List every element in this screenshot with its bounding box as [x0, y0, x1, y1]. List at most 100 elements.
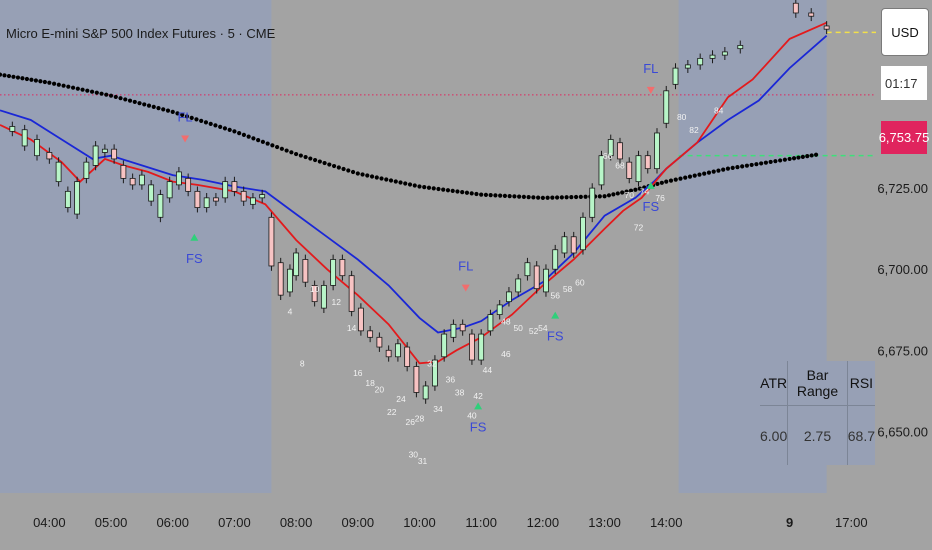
long-ma-dot — [441, 187, 446, 192]
long-ma-dot — [450, 188, 455, 193]
long-ma-dot — [369, 174, 375, 179]
bar-count-label: 34 — [433, 404, 443, 414]
long-ma-dot — [628, 188, 634, 193]
long-ma-dot — [75, 86, 80, 91]
long-ma-dot — [768, 159, 773, 165]
long-ma-dot — [711, 169, 716, 174]
long-ma-dot — [606, 193, 612, 198]
bull-candle — [176, 171, 182, 186]
long-ma-dot — [289, 150, 294, 155]
long-ma-dot — [170, 109, 175, 114]
long-ma-dot — [0, 72, 3, 77]
bull-candle — [21, 129, 28, 147]
long-ma-dot — [393, 179, 398, 184]
currency-button[interactable]: USD — [881, 8, 929, 56]
long-ma-dot — [47, 80, 52, 85]
fl-marker-icon — [646, 86, 655, 94]
long-ma-dot — [61, 83, 66, 88]
long-ma-dot — [403, 181, 408, 186]
bar-count-label: 44 — [483, 365, 493, 375]
bar-count-label: 68 — [615, 161, 625, 171]
long-ma-dot — [398, 180, 403, 185]
long-ma-dot — [42, 79, 47, 85]
signal-label: FS — [547, 329, 564, 344]
bull-candle — [330, 259, 337, 286]
signal-label: FS — [470, 419, 487, 434]
long-ma-dot — [322, 160, 327, 166]
long-ma-dot — [664, 179, 669, 184]
bar-count-label: 14 — [347, 323, 357, 333]
stats-value-bar-range: 2.75 — [787, 405, 848, 465]
bar-count-label: 84 — [714, 106, 724, 116]
bull-candle — [543, 268, 549, 293]
x-tick-label: 12:00 — [527, 515, 560, 530]
long-ma-dot — [796, 155, 801, 160]
long-ma-dot — [165, 108, 171, 113]
bull-candle — [737, 45, 744, 50]
long-ma-dot — [298, 153, 303, 158]
bull-candle — [697, 57, 704, 66]
long-ma-dot — [545, 195, 550, 200]
long-ma-dot — [66, 84, 71, 89]
bear-candle — [617, 142, 623, 160]
bear-candle — [376, 336, 383, 348]
long-ma-dot — [488, 193, 493, 198]
long-ma-dot — [341, 166, 346, 172]
bear-candle — [339, 259, 346, 277]
bull-candle — [607, 139, 614, 157]
long-ma-dot — [550, 195, 555, 200]
x-tick-label: 06:00 — [156, 515, 189, 530]
long-ma-dot — [725, 166, 731, 171]
bar-count-label: 60 — [575, 277, 585, 287]
long-ma-dot — [498, 193, 503, 198]
long-ma-dot — [355, 171, 360, 176]
bear-candle — [120, 165, 127, 179]
bear-candle — [404, 346, 411, 367]
long-ma-dot — [493, 193, 498, 198]
long-ma-dot — [218, 124, 223, 129]
bull-candle — [654, 132, 660, 170]
bar-countdown: 01:17 — [881, 66, 927, 100]
bull-candle — [92, 145, 99, 166]
long-ma-dot — [536, 195, 541, 200]
x-tick-label: 08:00 — [280, 515, 313, 530]
bull-candle — [9, 126, 16, 132]
long-ma-dot — [716, 168, 721, 173]
bear-candle — [268, 216, 275, 267]
bar-count-label: 46 — [501, 349, 511, 359]
long-ma-dot — [256, 137, 261, 143]
bar-count-label: 40 — [467, 410, 477, 420]
bar-count-label: 76 — [655, 193, 665, 203]
bar-count-label: 66 — [603, 151, 613, 161]
bear-candle — [626, 161, 633, 179]
last-price-tag: 6,753.75 — [879, 121, 929, 154]
bull-candle — [672, 67, 679, 85]
bar-count-label: 38 — [455, 388, 465, 398]
y-tick-label: 6,675.00 — [877, 343, 928, 358]
bull-candle — [259, 194, 266, 199]
bull-candle — [222, 181, 229, 199]
bull-candle — [101, 148, 108, 153]
long-ma-dot — [127, 98, 133, 103]
bar-count-label: 50 — [513, 323, 523, 333]
long-ma-dot — [146, 103, 152, 108]
x-tick-label: 9 — [786, 515, 793, 530]
bear-candle — [367, 330, 374, 338]
long-ma-dot — [464, 190, 470, 195]
long-ma-dot — [479, 192, 484, 197]
long-ma-dot — [11, 74, 16, 79]
bear-candle — [459, 323, 466, 332]
long-ma-dot — [706, 170, 712, 175]
bear-candle — [231, 181, 238, 192]
long-ma-dot — [407, 182, 413, 187]
bull-candle — [293, 252, 300, 277]
long-ma-dot — [384, 177, 389, 182]
stats-header-bar-range: Bar Range — [787, 361, 848, 406]
bar-count-label: 52 — [529, 326, 539, 336]
x-tick-label: 09:00 — [342, 515, 375, 530]
bull-candle — [561, 236, 568, 254]
long-ma-dot — [265, 141, 270, 146]
bear-candle — [385, 349, 392, 358]
